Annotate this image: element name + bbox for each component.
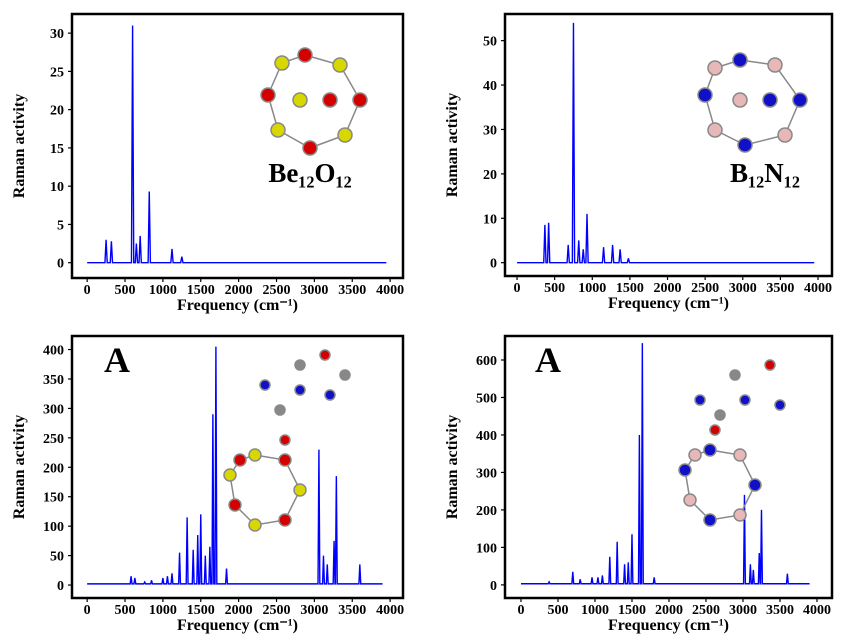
y-tick-label: 30 (50, 27, 64, 42)
y-tick-label: 50 (483, 35, 497, 50)
y-tick-label: 0 (490, 257, 497, 272)
x-tick-label: 500 (115, 603, 136, 618)
y-axis-label: Raman activity (444, 415, 461, 519)
x-tick-label: 1500 (618, 603, 646, 618)
x-tick-label: 1500 (616, 281, 644, 296)
x-tick-label: 1500 (187, 603, 215, 618)
x-tick-label: 2500 (263, 283, 291, 298)
x-tick-label: 3000 (729, 603, 757, 618)
x-tick-label: 3500 (766, 281, 794, 296)
panel-label: A (104, 340, 130, 380)
y-tick-label: 500 (476, 391, 497, 406)
x-tick-label: 0 (84, 283, 91, 298)
x-tick-label: 4000 (804, 281, 832, 296)
x-tick-label: 3000 (300, 603, 328, 618)
molecule-be12o12 (260, 47, 368, 156)
x-tick-label: 1000 (578, 281, 606, 296)
x-tick-label: 2000 (225, 283, 253, 298)
x-axis-label: Frequency (cm⁻¹) (177, 617, 298, 634)
x-axis-label: Frequency (cm⁻¹) (608, 617, 729, 634)
y-tick-label: 25 (50, 65, 64, 80)
x-tick-label: 3500 (338, 283, 366, 298)
y-tick-label: 20 (50, 104, 64, 119)
spectrum-line (520, 343, 810, 585)
panel-label: B₁₂N₁₂ (730, 158, 800, 188)
x-tick-label: 2500 (692, 603, 720, 618)
y-tick-label: 0 (57, 257, 64, 272)
y-tick-label: 15 (50, 142, 64, 157)
molecule-b12n12 (697, 52, 808, 153)
panel-label: A (535, 340, 561, 380)
x-tick-label: 0 (517, 603, 524, 618)
x-axis-label: Frequency (cm⁻¹) (177, 297, 298, 314)
y-tick-label: 40 (483, 79, 497, 94)
x-tick-label: 2000 (654, 281, 682, 296)
x-tick-label: 0 (84, 603, 91, 618)
x-tick-label: 4000 (376, 603, 404, 618)
plot-frame (70, 12, 405, 280)
x-tick-label: 1000 (149, 283, 177, 298)
plot-frame (503, 334, 834, 600)
y-tick-label: 0 (490, 579, 497, 594)
plot-frame (503, 12, 834, 278)
x-tick-label: 3500 (338, 603, 366, 618)
y-tick-label: 200 (476, 504, 497, 519)
y-tick-label: 0 (57, 579, 64, 594)
molecule-complex-a2 (678, 359, 786, 527)
x-tick-label: 500 (547, 603, 568, 618)
x-tick-label: 3500 (766, 603, 794, 618)
y-tick-label: 10 (483, 212, 497, 227)
panel-label: Be₁₂O₁₂ (268, 158, 351, 188)
y-tick-label: 100 (43, 520, 64, 535)
x-tick-label: 2500 (691, 281, 719, 296)
x-tick-label: 4000 (803, 603, 831, 618)
x-tick-label: 3000 (300, 283, 328, 298)
x-tick-label: 3000 (729, 281, 757, 296)
x-tick-label: 4000 (376, 283, 404, 298)
x-tick-label: 500 (544, 281, 565, 296)
y-tick-label: 200 (43, 461, 64, 476)
y-axis-label: Raman activity (444, 93, 461, 197)
y-tick-label: 400 (43, 344, 64, 359)
y-tick-label: 100 (476, 541, 497, 556)
y-tick-label: 30 (483, 123, 497, 138)
molecule-complex-a1 (223, 349, 351, 532)
x-tick-label: 1000 (149, 603, 177, 618)
y-tick-label: 10 (50, 180, 64, 195)
plot-frame (70, 334, 405, 600)
y-tick-label: 400 (476, 429, 497, 444)
x-tick-label: 500 (115, 283, 136, 298)
x-tick-label: 0 (514, 281, 521, 296)
x-tick-label: 1500 (187, 283, 215, 298)
x-tick-label: 1000 (581, 603, 609, 618)
y-axis-label: Raman activity (11, 94, 28, 198)
y-axis-label: Raman activity (11, 415, 28, 519)
y-tick-label: 350 (43, 373, 64, 388)
x-tick-label: 2000 (225, 603, 253, 618)
y-tick-label: 300 (476, 466, 497, 481)
x-tick-label: 2000 (655, 603, 683, 618)
x-tick-label: 2500 (263, 603, 291, 618)
spectrum-line (87, 346, 383, 585)
y-tick-label: 300 (43, 402, 64, 417)
x-axis-label: Frequency (cm⁻¹) (608, 295, 729, 312)
y-tick-label: 20 (483, 168, 497, 183)
y-tick-label: 5 (57, 218, 64, 233)
spectrum-line (87, 25, 387, 264)
y-tick-label: 250 (43, 432, 64, 447)
y-tick-label: 150 (43, 491, 64, 506)
y-tick-label: 600 (476, 354, 497, 369)
spectrum-line (517, 22, 815, 264)
y-tick-label: 50 (50, 550, 64, 565)
